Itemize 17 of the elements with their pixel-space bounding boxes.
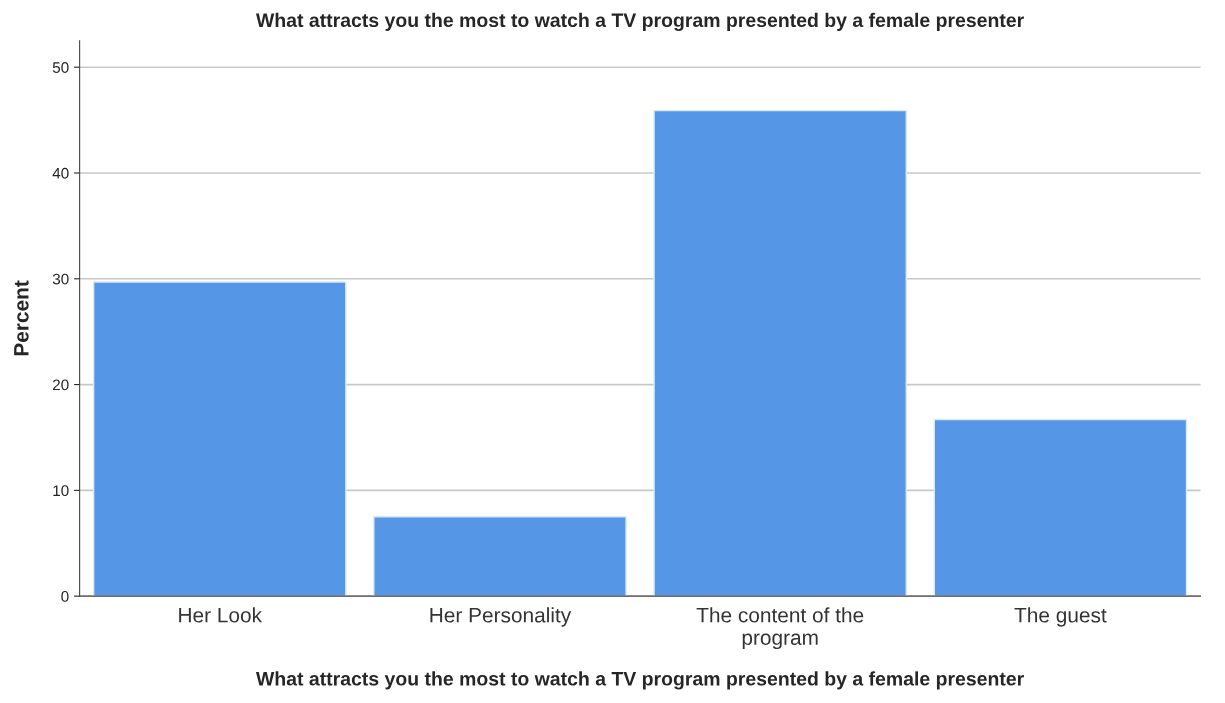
y-tick-label: 10 (53, 485, 69, 497)
bar (653, 109, 907, 597)
y-tick-label: 50 (52, 62, 69, 73)
y-tick-label: 20 (52, 379, 69, 391)
y-axis-title: Percent (14, 280, 29, 356)
x-tick-label: Her Look (179, 607, 263, 623)
x-tick-label: The guest (1014, 607, 1107, 627)
x-axis-title: What attracts you the most to watch a TV program presented by a female presenter (255, 671, 1024, 690)
bar (373, 516, 627, 597)
y-tick-label: 0 (61, 591, 69, 602)
x-tick-label: Her Personality (430, 607, 572, 627)
y-tick-label: 30 (52, 273, 69, 285)
x-tick-label: The content of the program (696, 607, 864, 650)
bar (92, 281, 347, 597)
chart-title: What attracts you the most to watch a TV program presented by a female presenter (255, 12, 1024, 31)
bar (933, 418, 1188, 597)
y-tick-label: 40 (52, 167, 69, 179)
